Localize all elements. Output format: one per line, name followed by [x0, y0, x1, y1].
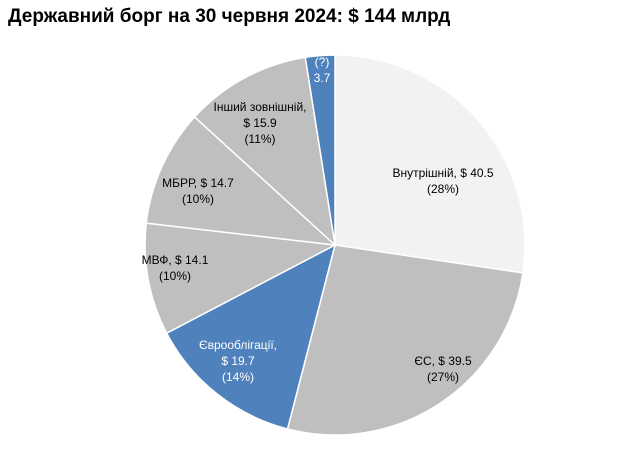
slice-label-2: Єврооблігації, $ 19.7 (14%): [199, 338, 277, 384]
pie-slice-6: [304, 54, 336, 246]
slice-label-4-line-1: (10%): [182, 192, 214, 206]
slice-label-2-line-0: Єврооблігації,: [199, 338, 277, 352]
slice-label-3-line-1: (10%): [159, 269, 191, 283]
slice-label-5-line-1: $ 15.9: [243, 116, 277, 130]
pie-slice-1: [286, 244, 524, 436]
slice-label-6-line-1: 3.7: [314, 71, 331, 85]
pie-slice-0: [334, 54, 526, 274]
pie-slice-5: [193, 56, 337, 247]
slice-label-1: ЄС, $ 39.5 (27%): [414, 354, 472, 384]
slice-label-0-line-1: (28%): [427, 182, 459, 196]
slice-label-6-line-0: (?): [315, 55, 330, 69]
slice-label-2-line-2: (14%): [222, 370, 254, 384]
slice-label-6: (?) 3.7: [314, 55, 331, 85]
slice-label-4: МБРР, $ 14.7 (10%): [162, 176, 234, 206]
slice-label-0-line-0: Внутрішній, $ 40.5: [392, 166, 493, 180]
slice-label-1-line-1: (27%): [427, 370, 459, 384]
pie-slice-4: [145, 115, 338, 247]
slice-label-3-line-0: МВФ, $ 14.1: [142, 253, 209, 267]
pie-slice-2: [165, 243, 337, 430]
slice-label-2-line-1: $ 19.7: [221, 354, 255, 368]
pie-slice-3: [144, 222, 338, 335]
slice-label-4-line-0: МБРР, $ 14.7: [162, 176, 234, 190]
slice-label-3: МВФ, $ 14.1 (10%): [142, 253, 209, 283]
chart-title: Державний борг на 30 червня 2024: $ 144 …: [8, 6, 451, 27]
slice-label-5-line-2: (11%): [244, 132, 275, 146]
slice-label-0: Внутрішній, $ 40.5 (28%): [392, 166, 493, 196]
slice-label-1-line-0: ЄС, $ 39.5: [414, 354, 472, 368]
slice-label-5-line-0: Інший зовнішній,: [214, 100, 307, 114]
slice-label-5: Інший зовнішній, $ 15.9 (11%): [214, 100, 307, 146]
